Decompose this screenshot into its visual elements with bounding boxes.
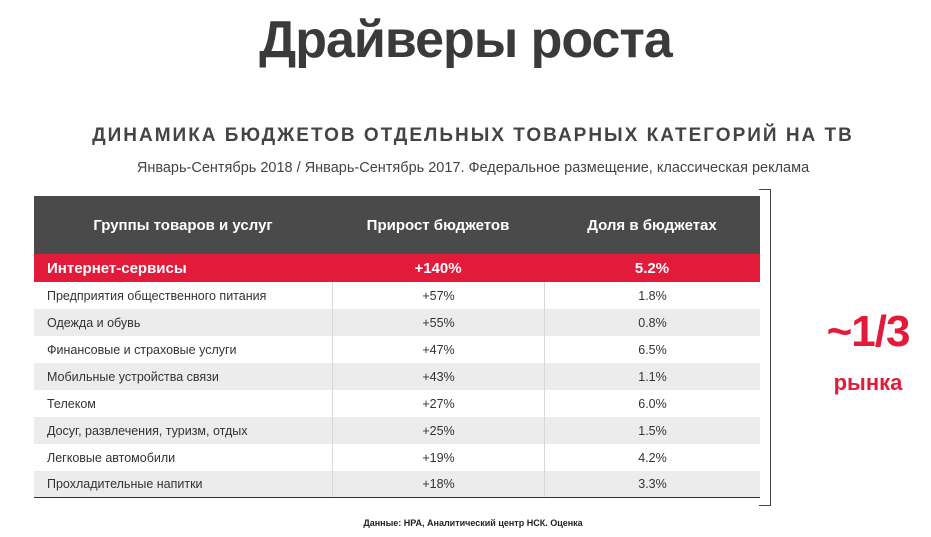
row-category: Одежда и обувь <box>47 315 141 330</box>
row-category: Интернет-сервисы <box>47 259 187 277</box>
header-share: Доля в бюджетах <box>587 216 717 234</box>
table-row: Финансовые и страховые услуги +47% 6.5% <box>34 336 760 363</box>
row-category: Телеком <box>47 396 96 411</box>
table-row-highlight: Интернет-сервисы +140% 5.2% <box>34 254 760 282</box>
row-category: Досуг, развлечения, туризм, отдых <box>47 423 248 438</box>
row-growth: +57% <box>332 282 544 309</box>
row-growth: +47% <box>332 336 544 363</box>
budget-table: Группы товаров и услуг Прирост бюджетов … <box>34 196 760 498</box>
row-share: 6.0% <box>544 390 760 417</box>
row-share: 0.8% <box>544 309 760 336</box>
table-row: Досуг, развлечения, туризм, отдых +25% 1… <box>34 417 760 444</box>
market-share-value: ~1/3 <box>826 307 911 356</box>
table-header: Группы товаров и услуг Прирост бюджетов … <box>34 196 760 254</box>
header-growth: Прирост бюджетов <box>366 216 510 234</box>
row-share: 1.8% <box>544 282 760 309</box>
table-row: Прохладительные напитки +18% 3.3% <box>34 471 760 498</box>
row-category: Легковые автомобили <box>47 450 176 465</box>
row-growth: +19% <box>332 444 544 471</box>
table-row: Предприятия общественного питания +57% 1… <box>34 282 760 309</box>
market-share-label: рынка <box>833 370 903 395</box>
row-growth: +18% <box>332 471 544 497</box>
row-share: 3.3% <box>544 471 760 497</box>
row-category: Прохладительные напитки <box>47 477 203 491</box>
row-growth: +27% <box>332 390 544 417</box>
row-category: Мобильные устройства связи <box>47 369 219 384</box>
table-subtitle: ДИНАМИКА БЮДЖЕТОВ ОТДЕЛЬНЫХ ТОВАРНЫХ КАТ… <box>92 125 854 146</box>
grouping-bracket <box>759 189 771 506</box>
row-growth: +140% <box>414 259 462 277</box>
row-share: 4.2% <box>544 444 760 471</box>
row-share: 5.2% <box>634 259 670 277</box>
table-row: Мобильные устройства связи +43% 1.1% <box>34 363 760 390</box>
table-row: Телеком +27% 6.0% <box>34 390 760 417</box>
header-category: Группы товаров и услуг <box>93 216 273 234</box>
row-growth: +55% <box>332 309 544 336</box>
row-growth: +25% <box>332 417 544 444</box>
row-share: 1.1% <box>544 363 760 390</box>
period-caption: Январь-Сентябрь 2018 / Январь-Сентябрь 2… <box>136 160 810 176</box>
row-growth: +43% <box>332 363 544 390</box>
row-share: 1.5% <box>544 417 760 444</box>
page-title: Драйверы роста <box>259 11 673 69</box>
table-row: Легковые автомобили +19% 4.2% <box>34 444 760 471</box>
row-category: Предприятия общественного питания <box>47 288 267 303</box>
table-row: Одежда и обувь +55% 0.8% <box>34 309 760 336</box>
row-category: Финансовые и страховые услуги <box>47 342 237 357</box>
row-share: 6.5% <box>544 336 760 363</box>
data-source-note: Данные: НРА, Аналитический центр НСК. Оц… <box>363 518 583 528</box>
